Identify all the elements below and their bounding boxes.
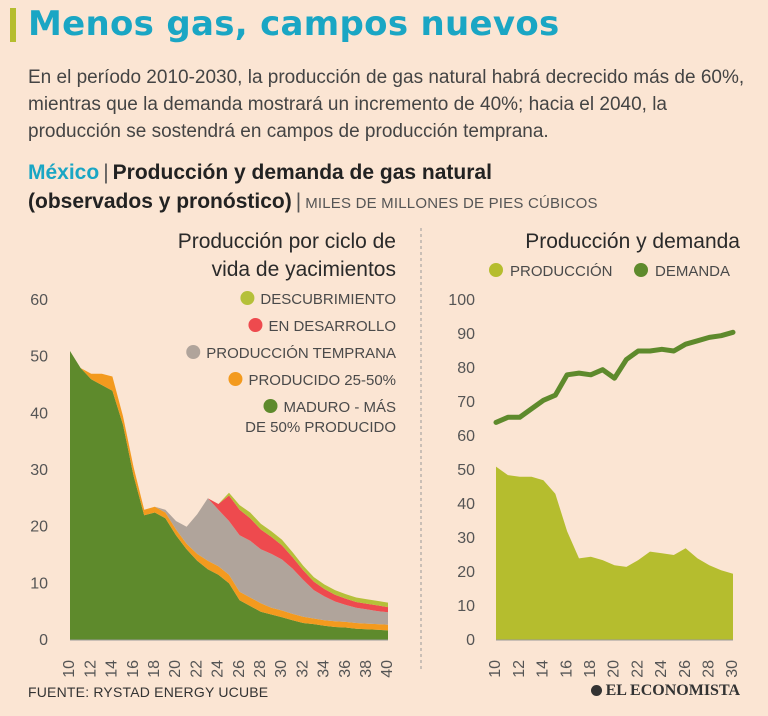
chart1-x-tick: 22 — [188, 660, 205, 678]
chart2-y-tick: 0 — [466, 632, 475, 649]
chart2-x-tick: 24 — [653, 660, 670, 678]
legend-dot-descubrimiento — [240, 291, 255, 305]
intro-text: En el período 2010-2030, la producción d… — [28, 67, 745, 142]
chart1-x-tick: 34 — [316, 660, 333, 678]
chart1-x-tick: 10 — [61, 660, 78, 678]
chart2-x-tick: 18 — [582, 660, 599, 678]
chart2-y-tick: 30 — [457, 530, 475, 547]
chart2-x-tick: 28 — [701, 660, 718, 678]
chart1-y-tick: 10 — [30, 575, 48, 592]
legend-dot-producido — [228, 372, 243, 386]
area-temprana — [70, 351, 388, 625]
area-producido — [70, 351, 388, 631]
legend-label-maduro: MADURO - MÁS — [284, 399, 397, 416]
units-label: MILES DE MILLONES DE PIES CÚBICOS — [305, 195, 598, 212]
chart1-y-tick: 0 — [39, 632, 48, 649]
chart2-title: Producción y demanda — [525, 230, 740, 253]
separator-2: | — [295, 190, 302, 213]
chart2-x-tick: 22 — [629, 660, 646, 678]
chart1-x-tick: 24 — [210, 660, 227, 678]
legend-label-demanda: DEMANDA — [655, 263, 730, 280]
chart2-x-tick: 26 — [677, 660, 694, 678]
chart2-y-tick: 20 — [457, 564, 475, 581]
legend-label-desarrollo: EN DESARROLLO — [268, 318, 396, 335]
chart1-x-tick: 38 — [358, 660, 375, 678]
chart2-x-tick: 10 — [487, 660, 504, 678]
chart1-x-tick: 14 — [104, 660, 121, 678]
chart1-title-line: Producción por ciclo de — [178, 230, 396, 253]
chart2-y-tick: 10 — [457, 598, 475, 615]
chart-subheading-2: (observados y pronóstico) | MILES DE MILLO… — [28, 189, 598, 217]
subtitle-line1: Producción y demanda de gas natural — [112, 161, 492, 184]
chart-subheading: México | Producción y demanda de gas natur… — [28, 160, 492, 186]
area-maduro — [70, 351, 388, 640]
chart2-x-tick: 14 — [535, 660, 552, 678]
chart1-y-tick: 20 — [30, 519, 48, 536]
chart1-x-tick: 16 — [125, 660, 142, 678]
source-note: FUENTE: RYSTAD ENERGY UCUBE — [28, 684, 269, 700]
legend-label-producido: PRODUCIDO 25-50% — [248, 372, 396, 389]
chart2-x-tick: 16 — [558, 660, 575, 678]
chart2-y-tick: 50 — [457, 462, 475, 479]
legend-dot-temprana — [186, 345, 201, 359]
chart2-y-tick: 40 — [457, 496, 475, 513]
brand-icon — [590, 685, 602, 696]
chart1-y-tick: 30 — [30, 462, 48, 479]
chart1-x-tick: 28 — [252, 660, 269, 678]
chart1-x-tick: 26 — [231, 660, 248, 678]
chart1-y-tick: 60 — [30, 292, 48, 309]
chart2-x-tick: 30 — [724, 660, 741, 678]
chart1-x-tick: 20 — [167, 660, 184, 678]
legend-dot-produccion — [489, 263, 503, 277]
country-label: México — [28, 161, 100, 184]
chart1-title-line: vida de yacimientos — [212, 258, 396, 281]
chart2-y-tick: 100 — [448, 292, 475, 309]
production-area — [496, 466, 733, 640]
legend-label-descubrimiento: DESCUBRIMIENTO — [260, 291, 396, 308]
title-accent-bar — [10, 8, 16, 42]
demand-line — [493, 329, 736, 425]
chart2-y-tick: 60 — [457, 428, 475, 445]
legend-label-produccion: PRODUCCIÓN — [510, 263, 613, 280]
chart2-y-tick: 90 — [457, 326, 475, 343]
separator: | — [103, 161, 109, 184]
chart1-x-tick: 30 — [273, 660, 290, 678]
chart2-y-tick: 80 — [457, 360, 475, 377]
chart2-y-tick: 70 — [457, 394, 475, 411]
chart1-x-tick: 12 — [82, 660, 99, 678]
chart1-x-tick: 18 — [146, 660, 163, 678]
brand-logo: EL ECONOMISTA — [590, 682, 740, 700]
chart2-x-tick: 12 — [511, 660, 528, 678]
legend-label-temprana: PRODUCCIÓN TEMPRANA — [206, 345, 396, 362]
legend-dot-maduro — [263, 399, 278, 413]
chart2-x-tick: 20 — [606, 660, 623, 678]
legend-dot-demanda — [634, 263, 648, 277]
chart1-x-tick: 32 — [294, 660, 311, 678]
chart1-y-tick: 40 — [30, 405, 48, 422]
page-title: Menos gas, campos nuevos — [28, 4, 560, 44]
chart1-y-tick: 50 — [30, 349, 48, 366]
chart1-x-tick: 40 — [379, 660, 396, 678]
legend-label-maduro: DE 50% PRODUCIDO — [245, 419, 396, 436]
brand-name: EL ECONOMISTA — [605, 682, 740, 699]
chart1-x-tick: 36 — [337, 660, 354, 678]
subtitle-line2: (observados y pronóstico) — [28, 190, 292, 213]
legend-dot-desarrollo — [248, 318, 263, 332]
